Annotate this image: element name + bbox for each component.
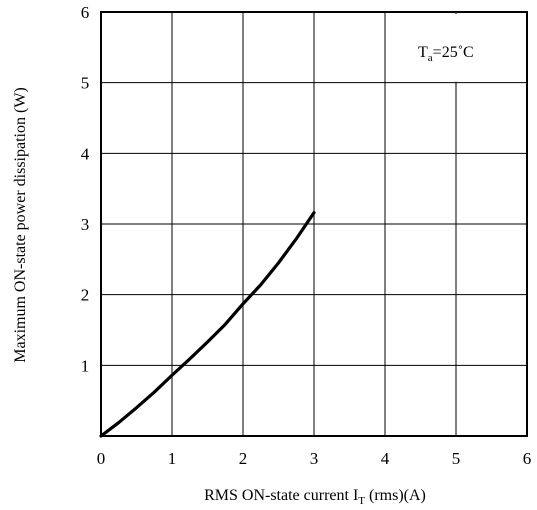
x-tick-label: 6 <box>523 449 532 468</box>
y-tick-label: 1 <box>81 356 90 375</box>
x-axis-label-sub: T <box>358 495 365 507</box>
series-line <box>99 211 316 438</box>
y-tick-label: 2 <box>81 286 90 305</box>
annotation-sub: a <box>428 52 433 64</box>
plot-frame <box>100 11 528 437</box>
x-tick-label: 2 <box>239 449 248 468</box>
x-tick-label: 0 <box>97 449 106 468</box>
y-axis-label: Maximum ON-state power dissipation (W) <box>12 87 29 363</box>
y-tick-label: 6 <box>81 3 90 22</box>
y-tick-labels: 1 2 3 4 5 6 <box>81 3 90 375</box>
x-tick-label: 1 <box>168 449 177 468</box>
x-axis-label-main: RMS ON-state current I <box>204 487 358 504</box>
grid-lines <box>100 11 528 436</box>
x-tick-label: 5 <box>452 449 461 468</box>
annotation-tail: =25˚C <box>433 44 474 61</box>
y-tick-label: 4 <box>81 144 90 163</box>
y-tick-label: 5 <box>81 74 90 93</box>
x-tick-labels: 0 1 2 3 4 5 6 <box>97 449 532 468</box>
x-tick-label: 4 <box>381 449 390 468</box>
annotation-background <box>413 14 525 82</box>
x-axis-label: RMS ON-state current IT (rms)(A) <box>204 487 426 507</box>
x-tick-label: 3 <box>310 449 319 468</box>
temperature-annotation: Ta=25˚C <box>418 44 474 64</box>
y-tick-label: 3 <box>81 215 90 234</box>
x-axis-label-tail: (rms)(A) <box>365 487 426 504</box>
annotation-main: T <box>418 44 428 61</box>
